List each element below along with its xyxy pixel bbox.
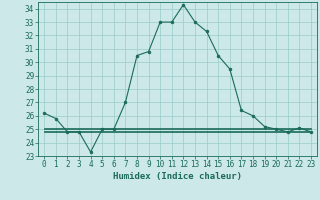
X-axis label: Humidex (Indice chaleur): Humidex (Indice chaleur)	[113, 172, 242, 181]
